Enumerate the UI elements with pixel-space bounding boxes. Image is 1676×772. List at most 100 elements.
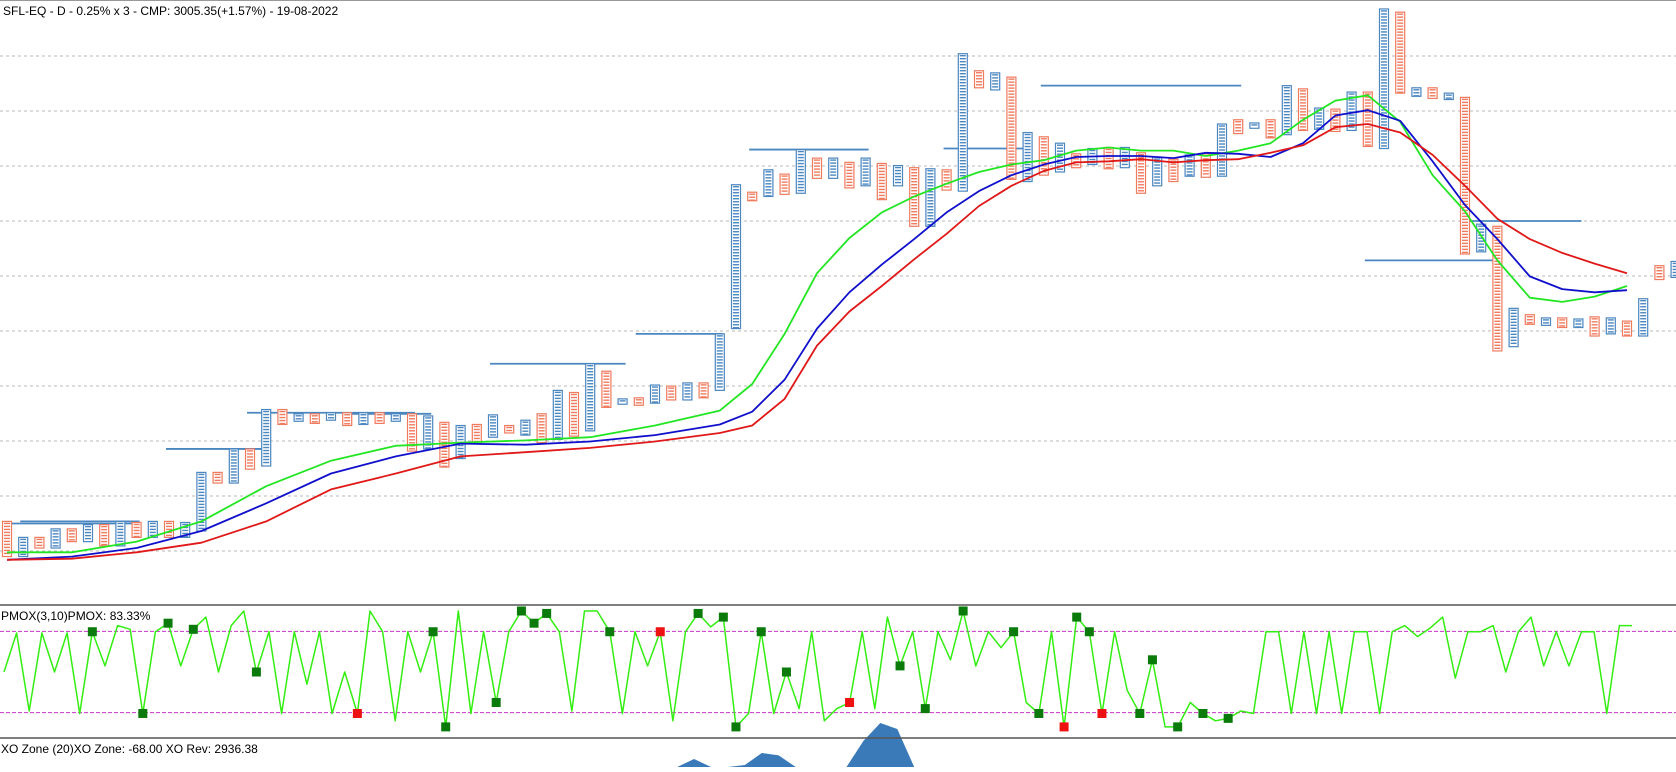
x-column [1444,93,1453,99]
column-body [570,392,579,436]
column-body [1266,120,1275,138]
x-column [1250,123,1259,128]
pmox-sell-marker [656,627,665,636]
pmox-buy-marker [1173,722,1182,731]
pnf-columns [3,9,1676,557]
pmox-sell-marker [1060,722,1069,731]
o-column [1623,321,1632,336]
o-column [132,522,141,537]
o-column [1655,266,1664,280]
pmox-buy-marker [782,668,791,677]
pmox-sell-marker [1097,709,1106,718]
pmox-buy-marker [1085,627,1094,636]
x-column [1120,147,1129,167]
column-body [116,521,125,546]
x-column [1606,318,1615,334]
o-column [310,414,319,424]
o-column [1104,147,1113,168]
x-column [1282,86,1291,135]
o-column [1590,317,1599,336]
column-body [634,398,643,405]
o-column [748,192,757,201]
x-column [84,525,93,542]
x-column [894,166,903,186]
x-column [829,158,838,178]
o-column [634,398,643,405]
x-column [796,150,805,194]
o-column [570,392,579,436]
o-column [667,386,676,400]
column-body [651,385,660,403]
x-column [651,385,660,403]
o-column [1493,226,1502,351]
o-column [1234,120,1243,134]
o-column [1396,12,1405,93]
o-column [699,383,708,398]
o-column [1428,88,1437,99]
column-body [505,426,514,433]
pmox-buy-marker [1072,613,1081,622]
o-column [537,414,546,443]
column-body [1574,319,1583,328]
x-column [391,414,400,421]
pmox-buy-marker [429,627,438,636]
x-column [618,399,627,404]
o-column [3,521,12,556]
pmox-buy-marker [1148,655,1157,664]
pmox-buy-marker [441,722,450,731]
o-column [602,371,611,407]
o-column [67,529,76,542]
pmox-buy-marker [189,625,198,634]
x-column [1574,319,1583,328]
x-column [553,390,562,439]
pmox-buy-marker [1009,627,1018,636]
column-body [1412,88,1421,97]
o-column [1461,97,1470,254]
o-column [100,525,109,546]
o-column [213,472,222,483]
pmox-buy-marker [731,722,740,731]
pmox-buy-marker [1034,709,1043,718]
pmox-sell-marker [353,709,362,718]
x-column [861,158,870,186]
x-column [764,170,773,197]
o-column [278,410,287,425]
column-body [294,414,303,421]
o-column [505,426,514,433]
breakout-lines [4,86,1581,524]
x-column [19,537,28,556]
x-column [229,449,238,483]
x-column [327,413,336,420]
o-column [35,537,44,548]
x-column [294,414,303,421]
pmox-title: PMOX(3,10)PMOX: 83.33% [1,609,150,623]
pmox-buy-marker [694,609,703,618]
o-column [845,162,854,188]
x-column [1023,133,1032,182]
pmox-buy-marker [138,709,147,718]
pmox-buy-marker [896,661,905,670]
o-column [1299,89,1308,131]
x-column [586,364,595,431]
x-column [683,383,692,400]
x-column [1671,261,1676,277]
pmox-buy-marker [1224,714,1233,723]
column-body [327,413,336,420]
pmox-buy-marker [530,619,539,628]
x-column [116,521,125,546]
x-column [1542,318,1551,325]
pmox-buy-marker [757,627,766,636]
x-column [359,413,368,425]
pmox-buy-marker [164,619,173,628]
x-column [991,73,1000,90]
o-column [1525,315,1534,325]
o-column [975,71,984,88]
o-column [1201,154,1210,177]
o-column [1072,154,1081,168]
column-body [796,150,805,194]
pmox-buy-marker [88,627,97,636]
o-column [942,170,951,190]
o-column [472,424,481,443]
pmox-buy-marker [1135,709,1144,718]
